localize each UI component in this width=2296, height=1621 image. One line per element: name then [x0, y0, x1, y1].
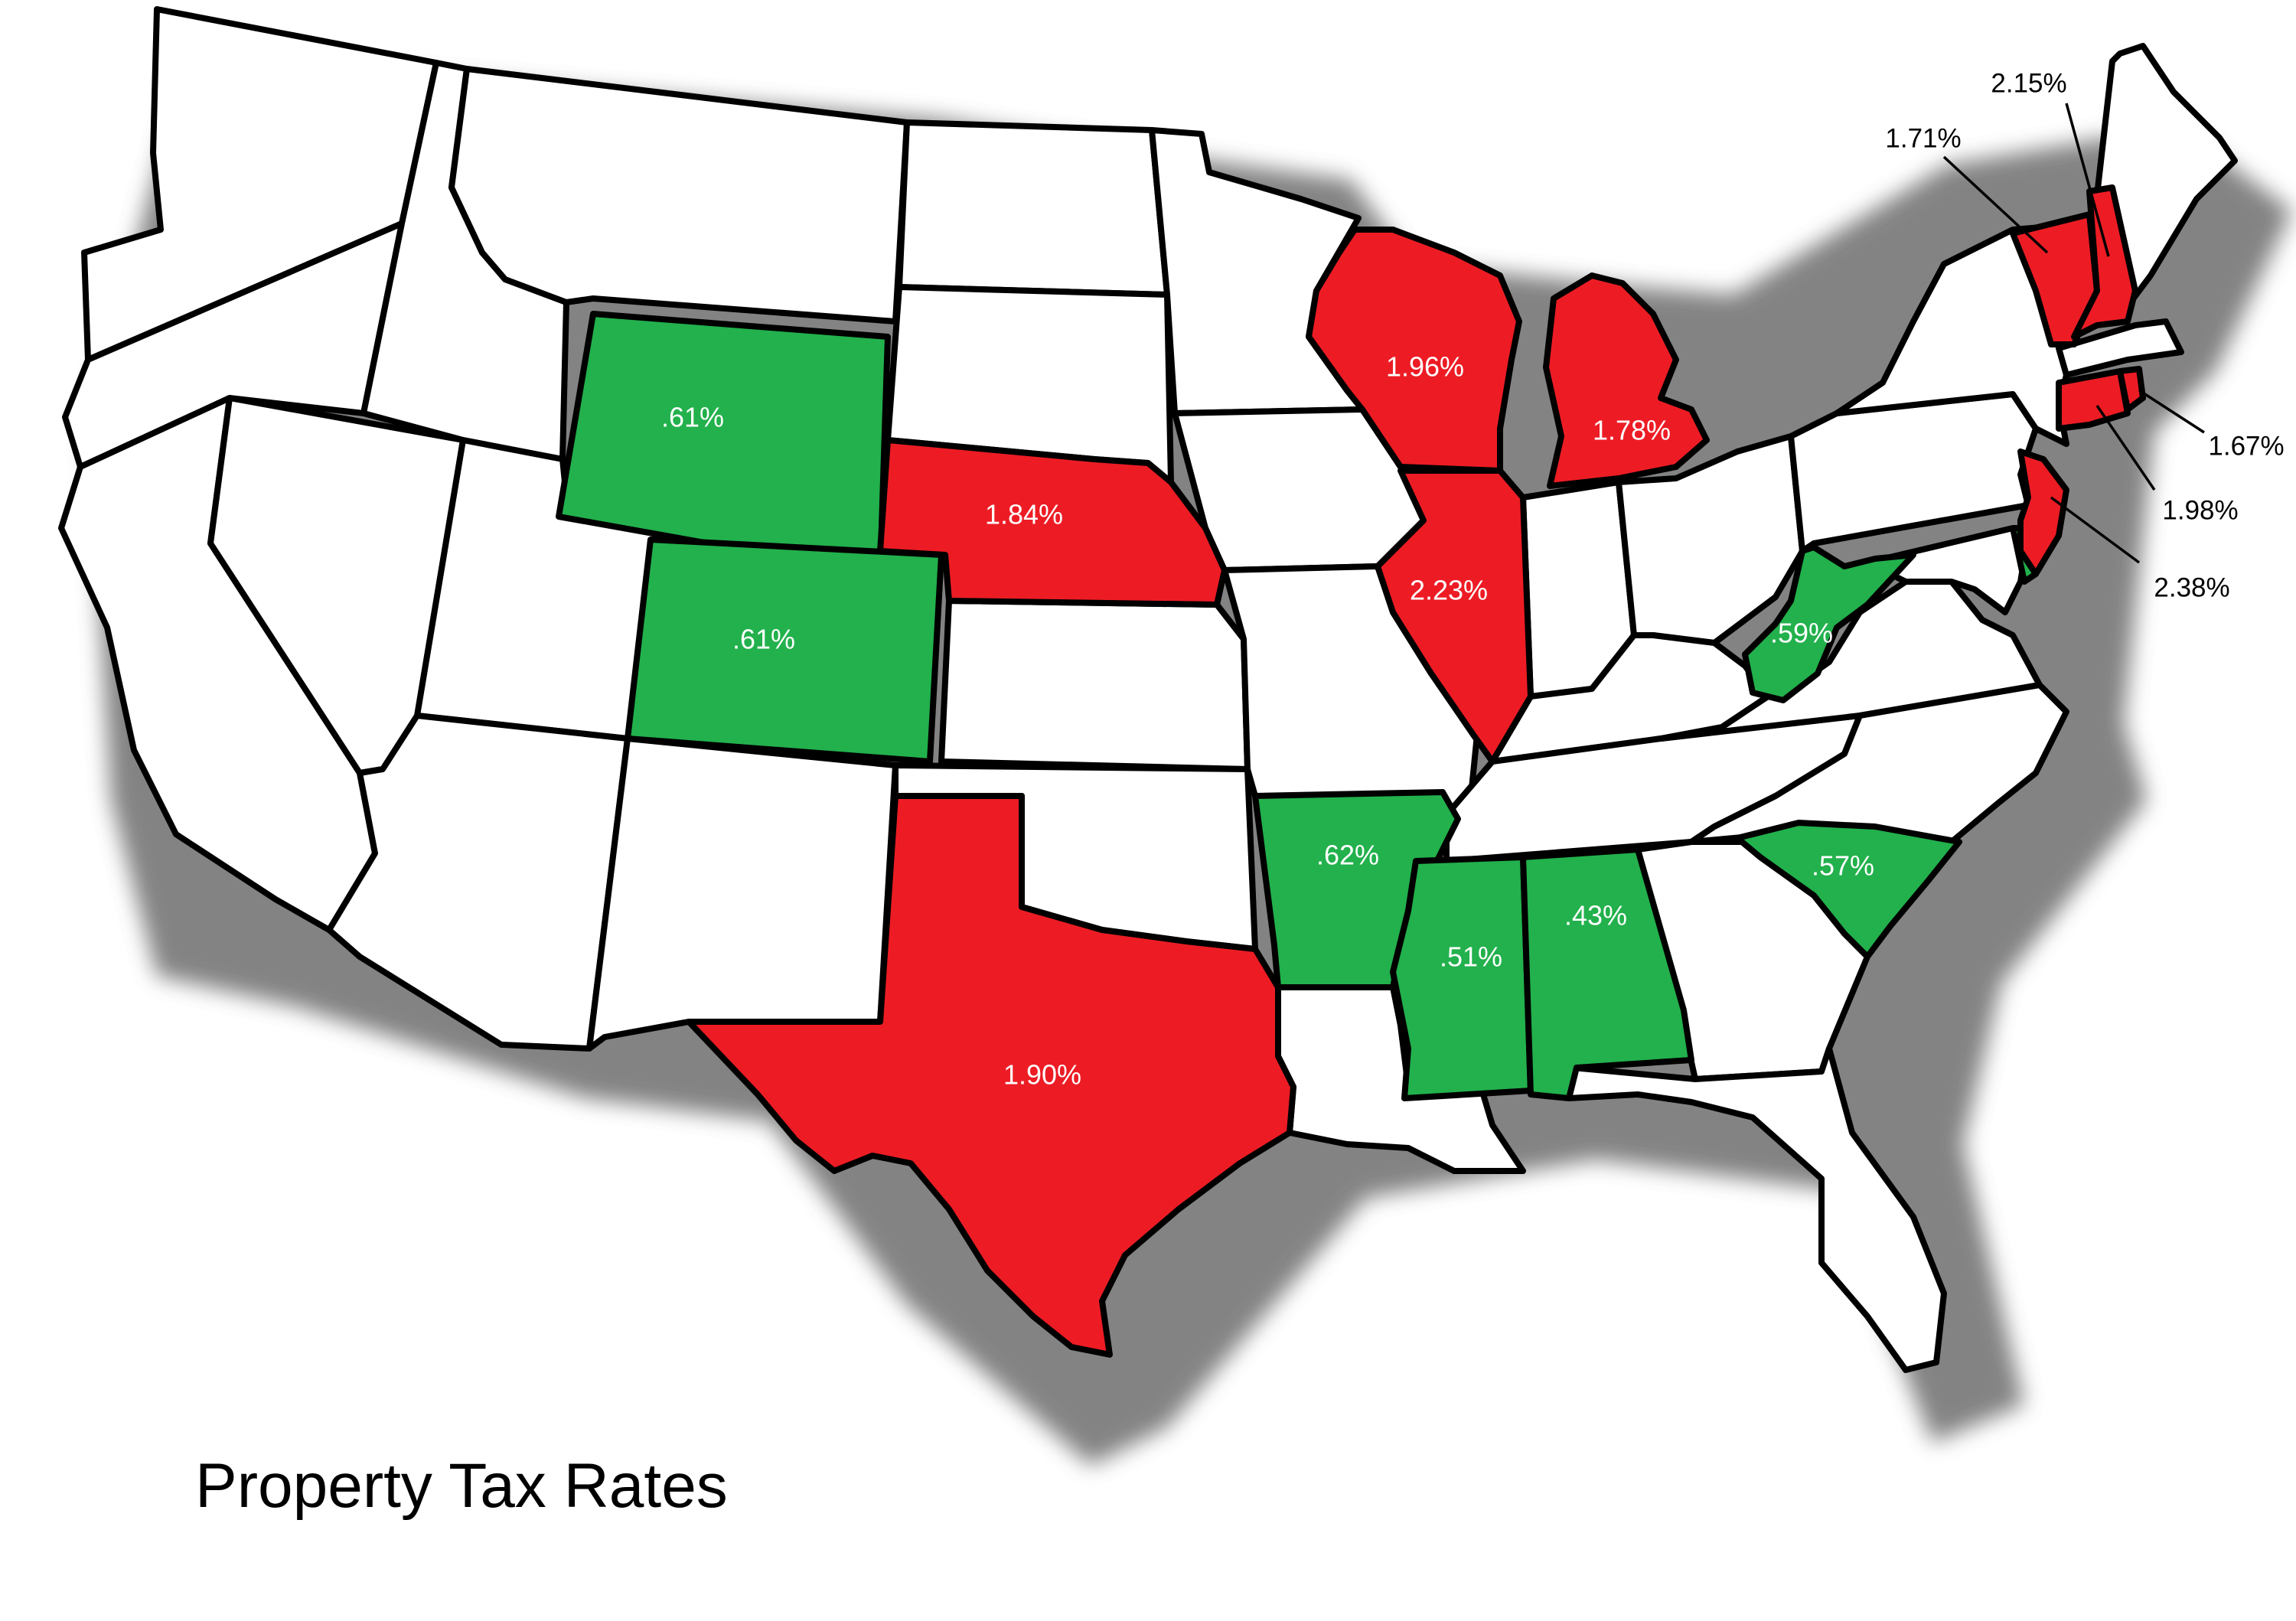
label-arkansas: .62%	[1316, 840, 1379, 871]
map-title: Property Tax Rates	[195, 1451, 728, 1521]
label-new-hampshire: 2.15%	[1991, 68, 2066, 98]
state-texas	[686, 793, 1296, 1358]
label-nebraska: 1.84%	[985, 499, 1063, 530]
other-states	[58, 6, 2238, 1373]
callout-labels: 1.71% 2.15% 1.67% 1.98% 2.38%	[1885, 68, 2284, 602]
state-wisconsin	[1306, 227, 1522, 474]
leader-rhode-island	[2138, 389, 2205, 434]
label-illinois: 2.23%	[1410, 575, 1488, 606]
leader-connecticut	[2095, 405, 2156, 491]
state-nebraska	[877, 437, 1228, 608]
state-alabama	[1520, 846, 1694, 1101]
label-west-virginia: .59%	[1770, 618, 1833, 649]
state-new-hampshire	[2071, 184, 2138, 340]
state-south-carolina	[1734, 820, 1962, 960]
state-labels: .61% .61% 1.84% 1.90% .62% .51% .43% 1.9…	[661, 351, 1874, 1091]
state-florida	[1566, 1045, 1947, 1373]
leader-new-hampshire	[2065, 103, 2110, 257]
low-tax-states	[556, 311, 2039, 1101]
state-mississippi	[1390, 854, 1534, 1101]
state-colorado	[625, 537, 944, 765]
state-michigan	[1543, 272, 1710, 489]
label-texas: 1.90%	[1003, 1059, 1081, 1091]
high-tax-states	[686, 184, 2146, 1358]
label-south-carolina: .57%	[1812, 850, 1874, 882]
label-vermont: 1.71%	[1885, 123, 1961, 153]
state-illinois	[1375, 468, 1534, 765]
state-montana	[448, 66, 910, 325]
label-alabama: .43%	[1564, 900, 1627, 931]
label-mississippi: .51%	[1440, 941, 1502, 973]
label-new-jersey: 2.38%	[2154, 572, 2229, 602]
state-kansas	[938, 598, 1251, 772]
label-colorado: .61%	[732, 624, 795, 655]
label-michigan: 1.78%	[1593, 415, 1671, 446]
state-west-virginia	[1742, 544, 1916, 703]
state-north-dakota	[896, 119, 1170, 298]
state-connecticut	[2056, 368, 2131, 432]
leader-vermont	[1942, 155, 2049, 254]
label-rhode-island: 1.67%	[2208, 431, 2284, 461]
leader-lines	[1942, 103, 2205, 564]
state-new-jersey	[2017, 448, 2069, 577]
label-connecticut: 1.98%	[2162, 495, 2238, 525]
state-massachusetts	[2056, 318, 2184, 378]
label-wyoming: .61%	[661, 402, 724, 433]
state-rhode-island	[2117, 366, 2146, 413]
state-new-mexico	[586, 735, 899, 1052]
leader-new-jersey	[2050, 496, 2141, 564]
label-wisconsin: 1.96%	[1386, 351, 1464, 383]
